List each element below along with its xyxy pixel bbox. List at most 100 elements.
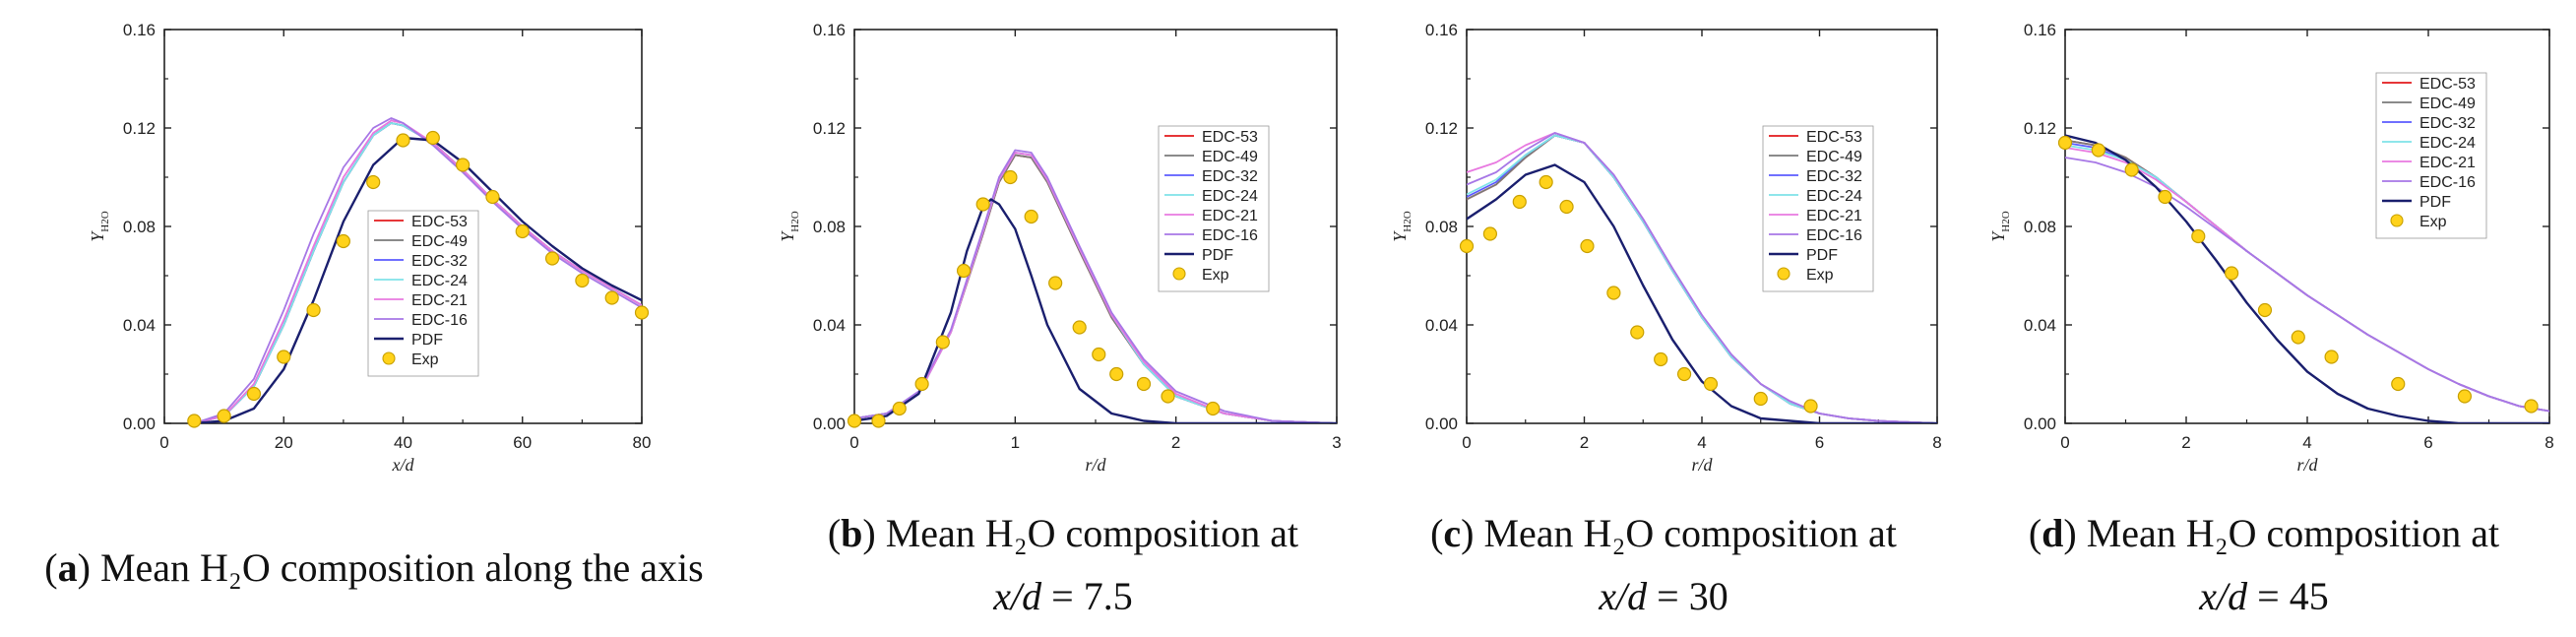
caption-text: Mean H₂O composition at bbox=[875, 511, 1299, 555]
data-point-exp bbox=[914, 376, 929, 392]
y-axis-label: YH2O bbox=[1390, 211, 1414, 241]
legend-marker-exp bbox=[2390, 214, 2404, 227]
legend-label-edc-16: EDC-16 bbox=[2419, 174, 2476, 191]
data-point-exp bbox=[2524, 399, 2539, 414]
x-tick-label: 20 bbox=[275, 433, 293, 452]
x-tick-label: 2 bbox=[1171, 433, 1180, 452]
data-point-exp bbox=[1092, 347, 1106, 362]
legend-label-edc-24: EDC-24 bbox=[1202, 188, 1258, 205]
data-point-exp bbox=[1803, 399, 1818, 414]
data-point-exp bbox=[1630, 325, 1645, 340]
x-tick-label: 4 bbox=[1697, 433, 1706, 452]
caption-variable: x/d bbox=[2199, 574, 2248, 618]
y-tick-label: 0.12 bbox=[813, 119, 846, 138]
legend-label-edc-53: EDC-53 bbox=[1202, 129, 1258, 146]
legend: EDC-53 EDC-49 EDC-32 EDC-24 EDC-21 EDC-16 PDF E… bbox=[1158, 125, 1270, 292]
x-axis-label: r/d bbox=[1691, 455, 1713, 475]
x-axis-label: r/d bbox=[2296, 455, 2318, 475]
y-tick-label: 0.16 bbox=[813, 21, 846, 39]
x-tick-label: 0 bbox=[1462, 433, 1471, 452]
data-point-exp bbox=[217, 409, 231, 423]
legend-label-pdf: PDF bbox=[411, 332, 443, 349]
legend-label-pdf: PDF bbox=[1806, 247, 1838, 264]
data-point-exp bbox=[1048, 276, 1063, 290]
data-point-exp bbox=[2257, 302, 2273, 318]
caption-text: Mean H₂O composition at bbox=[1474, 511, 1897, 555]
data-point-exp bbox=[1482, 226, 1498, 241]
legend-label-exp: Exp bbox=[1202, 267, 1229, 284]
legend-label-edc-32: EDC-32 bbox=[1806, 168, 1862, 185]
legend-label-edc-53: EDC-53 bbox=[411, 214, 468, 230]
x-tick-label: 6 bbox=[1815, 433, 1824, 452]
data-point-exp bbox=[456, 158, 471, 172]
chart-panel-c: 0 2 4 6 80.000.040.080.120.16r/dYH2OEDC-53ED… bbox=[1390, 21, 1942, 475]
x-tick-label: 60 bbox=[513, 433, 532, 452]
x-tick-label: 1 bbox=[1011, 433, 1020, 452]
x-tick-label: 40 bbox=[394, 433, 412, 452]
data-point-exp bbox=[1136, 376, 1152, 392]
data-point-exp bbox=[2191, 228, 2206, 244]
data-point-exp bbox=[1512, 194, 1527, 210]
x-tick-label: 4 bbox=[2302, 433, 2311, 452]
data-point-exp bbox=[1072, 320, 1087, 335]
data-point-exp bbox=[187, 414, 202, 428]
data-point-exp bbox=[544, 251, 560, 266]
legend-label-edc-53: EDC-53 bbox=[1806, 129, 1862, 146]
data-point-exp bbox=[1703, 376, 1719, 392]
legend-box bbox=[2375, 72, 2487, 239]
legend-label-edc-24: EDC-24 bbox=[411, 273, 468, 289]
data-point-exp bbox=[604, 290, 619, 305]
data-point-exp bbox=[246, 386, 262, 402]
x-tick-label: 2 bbox=[1580, 433, 1589, 452]
series-line-edc-16 bbox=[194, 117, 642, 423]
legend-label-edc-32: EDC-32 bbox=[1202, 168, 1258, 185]
data-point-exp bbox=[1539, 174, 1553, 190]
data-point-exp bbox=[306, 302, 321, 318]
data-point-exp bbox=[575, 273, 590, 288]
series-line-edc-21 bbox=[854, 152, 1337, 423]
data-point-exp bbox=[2457, 389, 2472, 404]
y-tick-label: 0.16 bbox=[1425, 21, 1458, 39]
legend-box bbox=[1158, 125, 1270, 292]
y-tick-label: 0.04 bbox=[2024, 316, 2056, 335]
legend-label-pdf: PDF bbox=[1202, 247, 1233, 264]
x-tick-label: 80 bbox=[633, 433, 652, 452]
legend: EDC-53 EDC-49 EDC-32 EDC-24 EDC-21 EDC-16 PDF E… bbox=[1762, 125, 1874, 292]
data-point-exp bbox=[1161, 389, 1175, 404]
x-tick-label: 3 bbox=[1332, 433, 1341, 452]
legend-label-pdf: PDF bbox=[2419, 194, 2451, 211]
caption-a: (a) Mean H₂O composition along the axis bbox=[44, 545, 704, 590]
data-point-exp bbox=[1109, 366, 1124, 382]
legend-label-edc-32: EDC-32 bbox=[411, 253, 468, 270]
y-axis-label: YH2O bbox=[1988, 211, 2012, 241]
legend-label-edc-21: EDC-21 bbox=[2419, 155, 2476, 171]
y-axis-label: YH2O bbox=[88, 211, 111, 241]
legend-marker-exp bbox=[1172, 267, 1186, 281]
y-tick-label: 0.12 bbox=[123, 119, 156, 138]
legend-marker-exp bbox=[382, 351, 396, 365]
y-tick-label: 0.16 bbox=[123, 21, 156, 39]
legend-label-edc-49: EDC-49 bbox=[411, 233, 468, 250]
y-tick-label: 0.08 bbox=[123, 218, 156, 236]
x-tick-label: 0 bbox=[849, 433, 858, 452]
series-line-edc-16 bbox=[2065, 157, 2549, 413]
data-point-exp bbox=[2158, 189, 2172, 205]
y-tick-label: 0.00 bbox=[2024, 414, 2056, 433]
y-tick-label: 0.00 bbox=[123, 414, 156, 433]
x-tick-label: 2 bbox=[2181, 433, 2190, 452]
data-point-exp bbox=[1580, 238, 1595, 254]
y-tick-label: 0.08 bbox=[1425, 218, 1458, 236]
data-point-exp bbox=[871, 414, 886, 428]
series-line-edc-16 bbox=[854, 149, 1337, 423]
legend: EDC-53 EDC-49 EDC-32 EDC-24 EDC-21 EDC-16 PDF E… bbox=[2375, 72, 2487, 239]
data-point-exp bbox=[1606, 286, 1621, 300]
caption-text: Mean H₂O composition at bbox=[2076, 511, 2500, 555]
x-tick-label: 0 bbox=[159, 433, 168, 452]
data-point-exp bbox=[396, 133, 410, 148]
data-point-exp bbox=[892, 401, 907, 416]
caption-variable: x/d bbox=[1599, 574, 1648, 618]
y-tick-label: 0.08 bbox=[813, 218, 846, 236]
data-point-exp bbox=[1654, 351, 1668, 367]
legend-label-edc-16: EDC-16 bbox=[1806, 227, 1862, 244]
